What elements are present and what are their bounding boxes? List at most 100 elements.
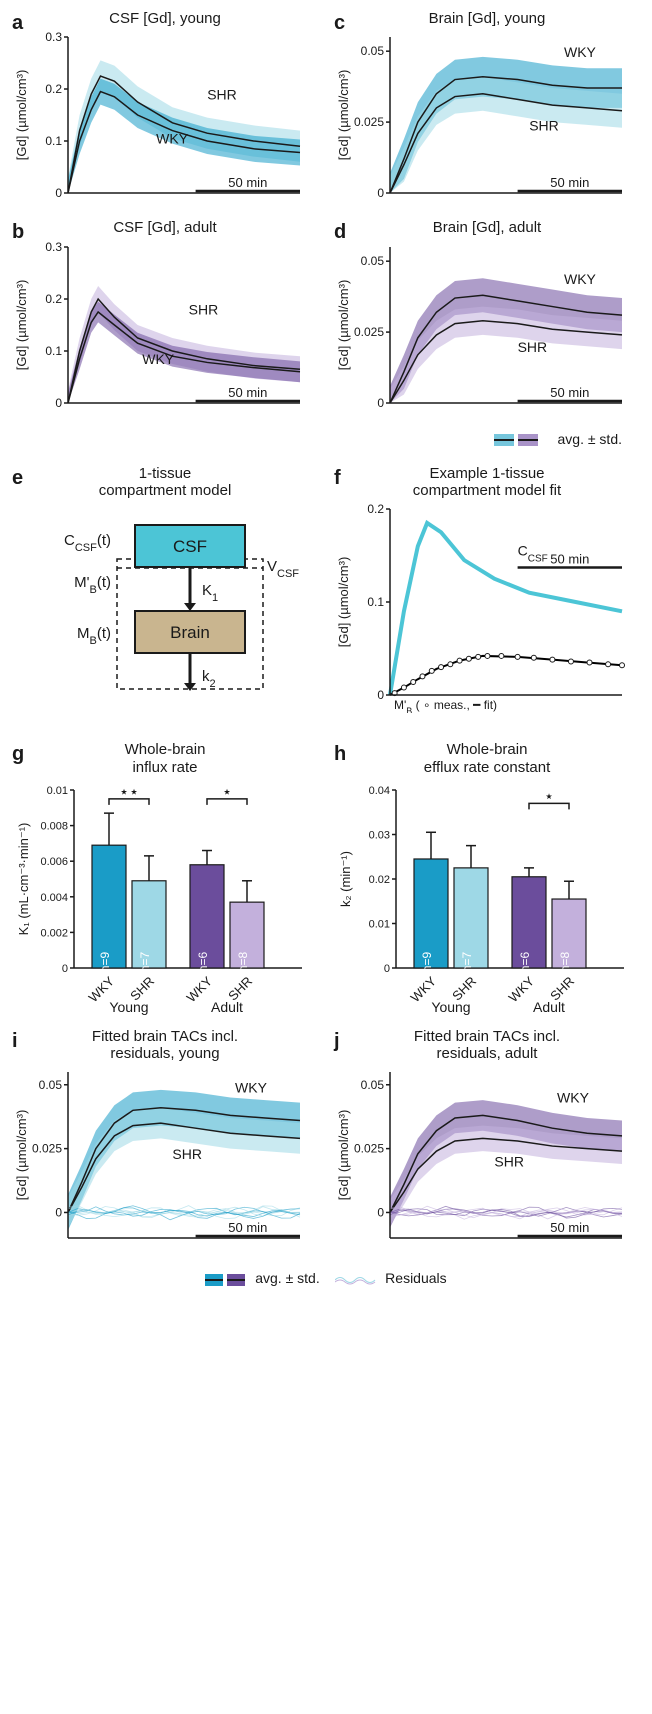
- svg-text:0.1: 0.1: [367, 595, 384, 609]
- svg-text:Brain: Brain: [170, 623, 210, 642]
- svg-text:[Gd] (µmol/cm³): [Gd] (µmol/cm³): [14, 279, 29, 370]
- svg-text:M'B(t): M'B(t): [74, 574, 111, 596]
- panel-label: g: [12, 743, 24, 766]
- svg-text:[Gd] (µmol/cm³): [Gd] (µmol/cm³): [336, 557, 351, 648]
- svg-text:K1: K1: [202, 582, 218, 604]
- chart: 00.0250.05[Gd] (µmol/cm³)50 minWKYSHR: [332, 1066, 632, 1256]
- svg-text:0.004: 0.004: [40, 892, 68, 904]
- svg-text:n=7: n=7: [460, 951, 474, 972]
- svg-text:MB(t): MB(t): [77, 625, 111, 647]
- svg-text:n=6: n=6: [196, 951, 210, 972]
- svg-text:[Gd] (µmol/cm³): [Gd] (µmol/cm³): [14, 1110, 29, 1201]
- svg-text:0.3: 0.3: [45, 241, 62, 254]
- panel-title: 1-tissuecompartment model: [10, 465, 320, 500]
- svg-text:0.025: 0.025: [354, 1142, 384, 1156]
- svg-text:k2: k2: [202, 668, 216, 690]
- svg-text:SHR: SHR: [518, 338, 548, 354]
- svg-text:WKY: WKY: [156, 131, 189, 147]
- legend-bottom: avg. ± std. Residuals: [10, 1264, 642, 1288]
- svg-text:n=8: n=8: [236, 951, 250, 972]
- panel-label: a: [12, 12, 23, 35]
- panel-label: c: [334, 12, 345, 35]
- svg-text:0.2: 0.2: [45, 292, 62, 306]
- svg-text:n=6: n=6: [518, 951, 532, 972]
- svg-text:[Gd] (µmol/cm³): [Gd] (µmol/cm³): [336, 279, 351, 370]
- panel-label: d: [334, 221, 346, 244]
- chart: 00.0250.05[Gd] (µmol/cm³)50 minWKYSHR: [332, 241, 632, 421]
- svg-text:50 min: 50 min: [550, 385, 589, 400]
- svg-text:0.006: 0.006: [40, 856, 68, 868]
- svg-text:0.01: 0.01: [369, 918, 390, 930]
- svg-text:0: 0: [377, 1206, 384, 1220]
- svg-text:SHR: SHR: [529, 118, 559, 134]
- panel-e: e1-tissuecompartment modelCSFBrainCCSF(t…: [10, 465, 320, 734]
- svg-text:0.025: 0.025: [354, 325, 384, 339]
- svg-text:0.025: 0.025: [354, 115, 384, 129]
- svg-text:0.1: 0.1: [45, 344, 62, 358]
- chart: 0 0.1 0.2 [Gd] (µmol/cm³) 50 minCCSF M'B ( ∘ …: [332, 503, 632, 713]
- svg-text:0.3: 0.3: [45, 31, 62, 44]
- svg-text:0: 0: [55, 186, 62, 200]
- panel-h: hWhole-brainefflux rate constant00.010.0…: [332, 741, 642, 1020]
- panel-title: Fitted brain TACs incl.residuals, young: [10, 1028, 320, 1063]
- svg-text:Young: Young: [431, 999, 470, 1015]
- svg-text:WKY: WKY: [557, 1090, 590, 1106]
- bar-chart: 00.0020.0040.0060.0080.01K₁ (mL·cm⁻³·min…: [10, 780, 310, 1020]
- svg-text:n=9: n=9: [420, 951, 434, 972]
- panel-j: jFitted brain TACs incl.residuals, adult…: [332, 1028, 642, 1257]
- panel-title: Brain [Gd], adult: [332, 219, 642, 236]
- svg-text:50 min: 50 min: [550, 552, 589, 567]
- svg-text:0.04: 0.04: [369, 785, 390, 797]
- svg-text:VCSF: VCSF: [267, 558, 299, 580]
- svg-text:CSF: CSF: [173, 537, 207, 556]
- svg-text:CCSF: CCSF: [518, 543, 548, 565]
- panel-label: b: [12, 221, 24, 244]
- svg-text:⋆⋆: ⋆⋆: [119, 784, 139, 801]
- svg-text:0.05: 0.05: [361, 254, 385, 268]
- legend-avg-std: avg. ± std.: [10, 429, 642, 457]
- svg-text:0.2: 0.2: [45, 82, 62, 96]
- panel-b: bCSF [Gd], adult 0 0.1 0.2 0.3 [Gd] (µmol/cm³…: [10, 219, 320, 420]
- chart: 00.10.20.3[Gd] (µmol/cm³)50 minSHRWKY: [10, 241, 310, 421]
- svg-text:SHR: SHR: [172, 1146, 202, 1162]
- svg-text:WKY: WKY: [564, 44, 597, 60]
- svg-text:n=7: n=7: [138, 951, 152, 972]
- svg-text:k₂ (min⁻¹): k₂ (min⁻¹): [338, 851, 353, 907]
- panel-title: Whole-braininflux rate: [10, 741, 320, 776]
- panel-a: aCSF [Gd], young00.10.20.3[Gd] (µmol/cm³…: [10, 10, 320, 211]
- svg-text:0.02: 0.02: [369, 874, 390, 886]
- panel-label: h: [334, 743, 346, 766]
- svg-text:SHR: SHR: [189, 301, 219, 317]
- svg-text:Adult: Adult: [533, 999, 565, 1015]
- svg-text:n=8: n=8: [558, 951, 572, 972]
- svg-text:WKY: WKY: [564, 270, 597, 286]
- svg-text:0.2: 0.2: [367, 503, 384, 516]
- svg-text:0: 0: [55, 396, 62, 410]
- panel-c: cBrain [Gd], young00.0250.05[Gd] (µmol/c…: [332, 10, 642, 211]
- svg-text:0.05: 0.05: [361, 44, 385, 58]
- svg-text:CCSF(t): CCSF(t): [64, 532, 111, 554]
- svg-text:0.01: 0.01: [47, 785, 68, 797]
- svg-text:Young: Young: [109, 999, 148, 1015]
- panel-g: gWhole-braininflux rate00.0020.0040.0060…: [10, 741, 320, 1020]
- svg-text:M'B ( ∘ meas., ━ fit): M'B ( ∘ meas., ━ fit): [394, 698, 497, 713]
- panel-title: Example 1-tissuecompartment model fit: [332, 465, 642, 500]
- bar-chart: 00.010.020.030.04k₂ (min⁻¹)n=9WKYn=7SHRn…: [332, 780, 632, 1020]
- panel-f: fExample 1-tissuecompartment model fit00…: [332, 465, 642, 734]
- svg-text:⋆: ⋆: [544, 788, 554, 805]
- svg-text:0: 0: [377, 688, 384, 702]
- chart: 00.10.20.3[Gd] (µmol/cm³)50 minSHRWKY: [10, 31, 310, 211]
- chart: 00.0250.05[Gd] (µmol/cm³)50 minWKYSHR: [10, 1066, 310, 1256]
- svg-text:0.05: 0.05: [39, 1078, 63, 1092]
- svg-text:0.1: 0.1: [45, 134, 62, 148]
- panel-label: f: [334, 467, 341, 490]
- svg-text:WKY: WKY: [235, 1080, 268, 1096]
- svg-text:Adult: Adult: [211, 999, 243, 1015]
- panel-i: iFitted brain TACs incl.residuals, young…: [10, 1028, 320, 1257]
- svg-text:0: 0: [62, 963, 68, 975]
- svg-text:⋆: ⋆: [222, 784, 232, 801]
- panel-label: i: [12, 1030, 18, 1053]
- svg-text:50 min: 50 min: [228, 1220, 267, 1235]
- panel-title: CSF [Gd], adult: [10, 219, 320, 236]
- svg-text:0.03: 0.03: [369, 829, 390, 841]
